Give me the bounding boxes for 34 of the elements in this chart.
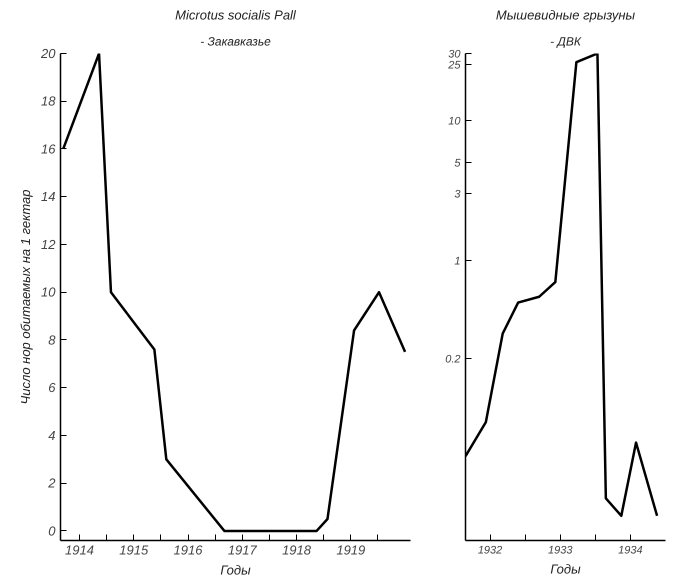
y-tick-label: 25 xyxy=(447,60,462,72)
x-axis-title: Годы xyxy=(550,562,582,576)
y-tick-label: 0 xyxy=(48,523,56,538)
x-tick-label: 1914 xyxy=(65,542,94,558)
x-tick-label: 1915 xyxy=(119,542,149,558)
y-tick-label: 2 xyxy=(47,476,56,491)
x-tick-label: 1934 xyxy=(618,544,643,556)
x-axis-title: Годы xyxy=(220,562,252,578)
chart-title: Мышевидные грызуны xyxy=(496,8,636,22)
y-tick-label: 18 xyxy=(41,94,56,109)
y-tick-label: 6 xyxy=(48,380,56,396)
y-tick-label: 1 xyxy=(454,255,461,268)
chart-title: Microtus socialis Pall xyxy=(175,8,297,22)
y-tick-label: 8 xyxy=(48,332,56,348)
y-tick-label: 20 xyxy=(40,46,56,61)
x-tick-label: 1918 xyxy=(282,542,312,558)
x-tick-label: 1919 xyxy=(336,542,366,558)
x-tick-label: 1916 xyxy=(174,542,204,558)
chart-subtitle: - ДВК xyxy=(550,34,582,48)
y-tick-label: 10 xyxy=(41,284,56,300)
y-tick-label: 5 xyxy=(454,157,462,170)
y-tick-label: 12 xyxy=(41,236,56,252)
y-tick-label: 14 xyxy=(41,189,56,204)
x-tick-label: 1932 xyxy=(478,544,502,556)
y-tick-label: 0.2 xyxy=(445,353,461,366)
y-axis-title: Число нор обитаемых на 1 гектар xyxy=(18,189,34,404)
chart-subtitle: - Закавказье xyxy=(200,34,272,48)
x-tick-label: 1917 xyxy=(228,542,258,558)
y-tick-label: 30 xyxy=(448,48,462,60)
y-tick-label: 4 xyxy=(48,428,56,443)
x-tick-label: 1933 xyxy=(548,544,574,556)
y-tick-label: 10 xyxy=(448,115,462,128)
y-tick-label: 16 xyxy=(41,141,56,156)
y-tick-label: 3 xyxy=(454,188,462,201)
